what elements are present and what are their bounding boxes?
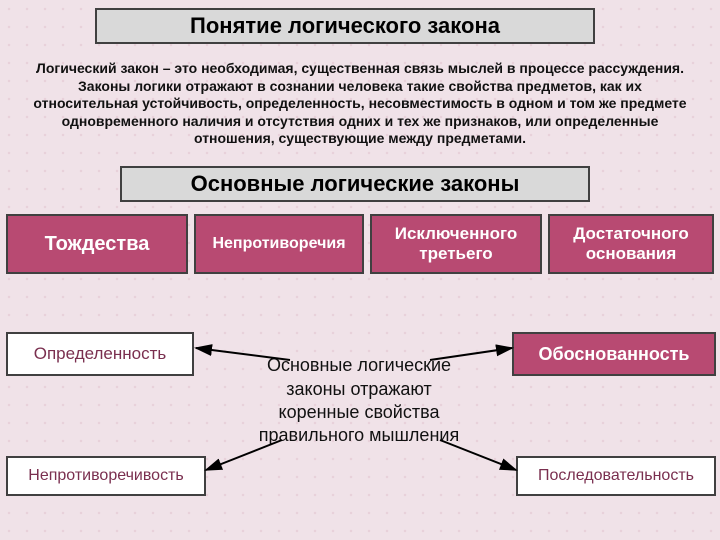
box-law3: Исключенного третьего (370, 214, 542, 274)
box-law4: Достаточного основания (548, 214, 714, 274)
box-desc: Логический закон – это необходимая, суще… (20, 48, 700, 160)
box-prop2: Обоснованность (512, 332, 716, 376)
slide-content: Понятие логического закона Логический зак… (0, 0, 720, 540)
box-prop4: Последовательность (516, 456, 716, 496)
box-prop1: Определенность (6, 332, 194, 376)
box-title1: Понятие логического закона (95, 8, 595, 44)
box-center: Основные логические законы отражают коре… (244, 326, 474, 476)
box-prop3: Непротиворечивость (6, 456, 206, 496)
box-law2: Непротиворечия (194, 214, 364, 274)
box-title2: Основные логические законы (120, 166, 590, 202)
box-law1: Тождества (6, 214, 188, 274)
